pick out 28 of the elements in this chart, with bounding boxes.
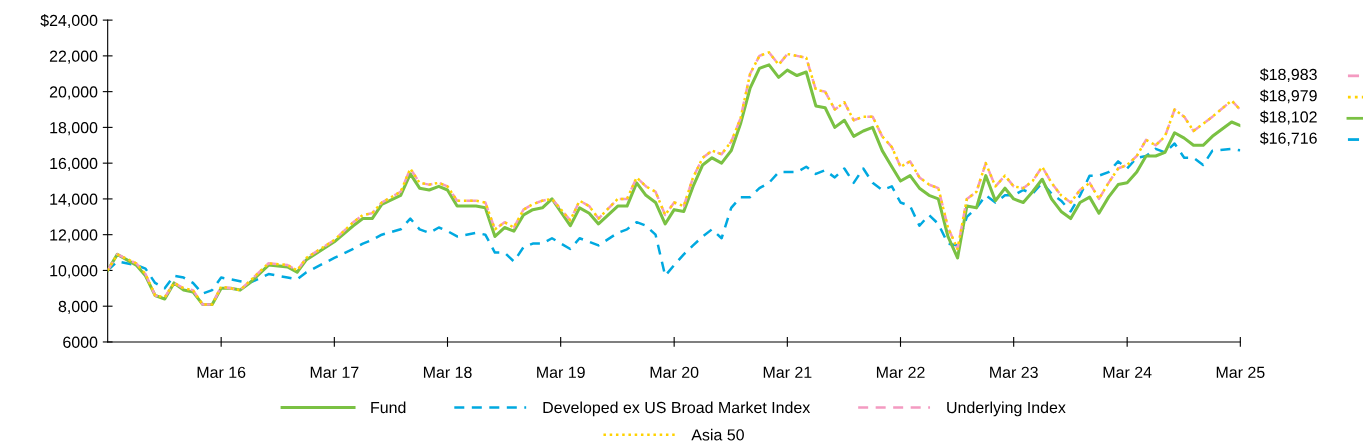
x-tick-label: Mar 24 (1103, 366, 1152, 378)
y-tick-label: 20,000 (49, 86, 98, 100)
y-tick-label: 16,000 (50, 157, 98, 171)
legend-label: Developed ex US Broad Market Index (543, 401, 811, 417)
x-tick-label: Mar 19 (537, 366, 585, 378)
y-tick-label: 14,000 (50, 193, 98, 207)
x-tick-label: Mar 17 (310, 366, 359, 378)
legend-label: Fund (371, 401, 406, 414)
y-tick-label: 18,000 (50, 122, 98, 136)
x-tick-label: Mar 16 (197, 366, 246, 378)
y-tick-label: 8,000 (58, 300, 98, 315)
y-tick-label: 22,000 (49, 50, 98, 64)
annotation: $18,102 (1259, 110, 1317, 125)
legend-label: Underlying Index (947, 401, 1066, 417)
y-tick-label: 6000 (63, 336, 98, 348)
legend-label: Asia 50 (691, 428, 744, 441)
x-tick-label: Mar 20 (650, 366, 699, 378)
annotation: $16,716 (1259, 131, 1317, 146)
y-tick-label: $24,000 (40, 14, 98, 28)
y-tick-label: 10,000 (50, 265, 98, 279)
x-tick-label: Mar 21 (763, 366, 812, 378)
x-tick-label: Mar 25 (1216, 366, 1265, 378)
annotation: $18,979 (1259, 89, 1317, 104)
y-tick-label: 12,000 (50, 229, 98, 243)
x-tick-label: Mar 18 (423, 366, 472, 378)
x-tick-label: Mar 23 (990, 366, 1038, 378)
x-tick-label: Mar 22 (876, 366, 925, 378)
annotation: $18,983 (1259, 68, 1317, 83)
